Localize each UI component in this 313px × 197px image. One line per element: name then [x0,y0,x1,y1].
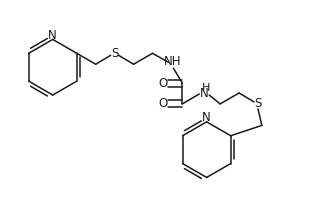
Text: N: N [200,87,208,100]
Text: N: N [202,111,211,124]
Text: S: S [254,97,262,110]
Text: O: O [158,77,167,90]
Text: S: S [111,47,118,60]
Text: O: O [158,97,167,110]
Text: NH: NH [164,55,181,68]
Text: N: N [49,29,57,42]
Text: H: H [202,83,210,93]
